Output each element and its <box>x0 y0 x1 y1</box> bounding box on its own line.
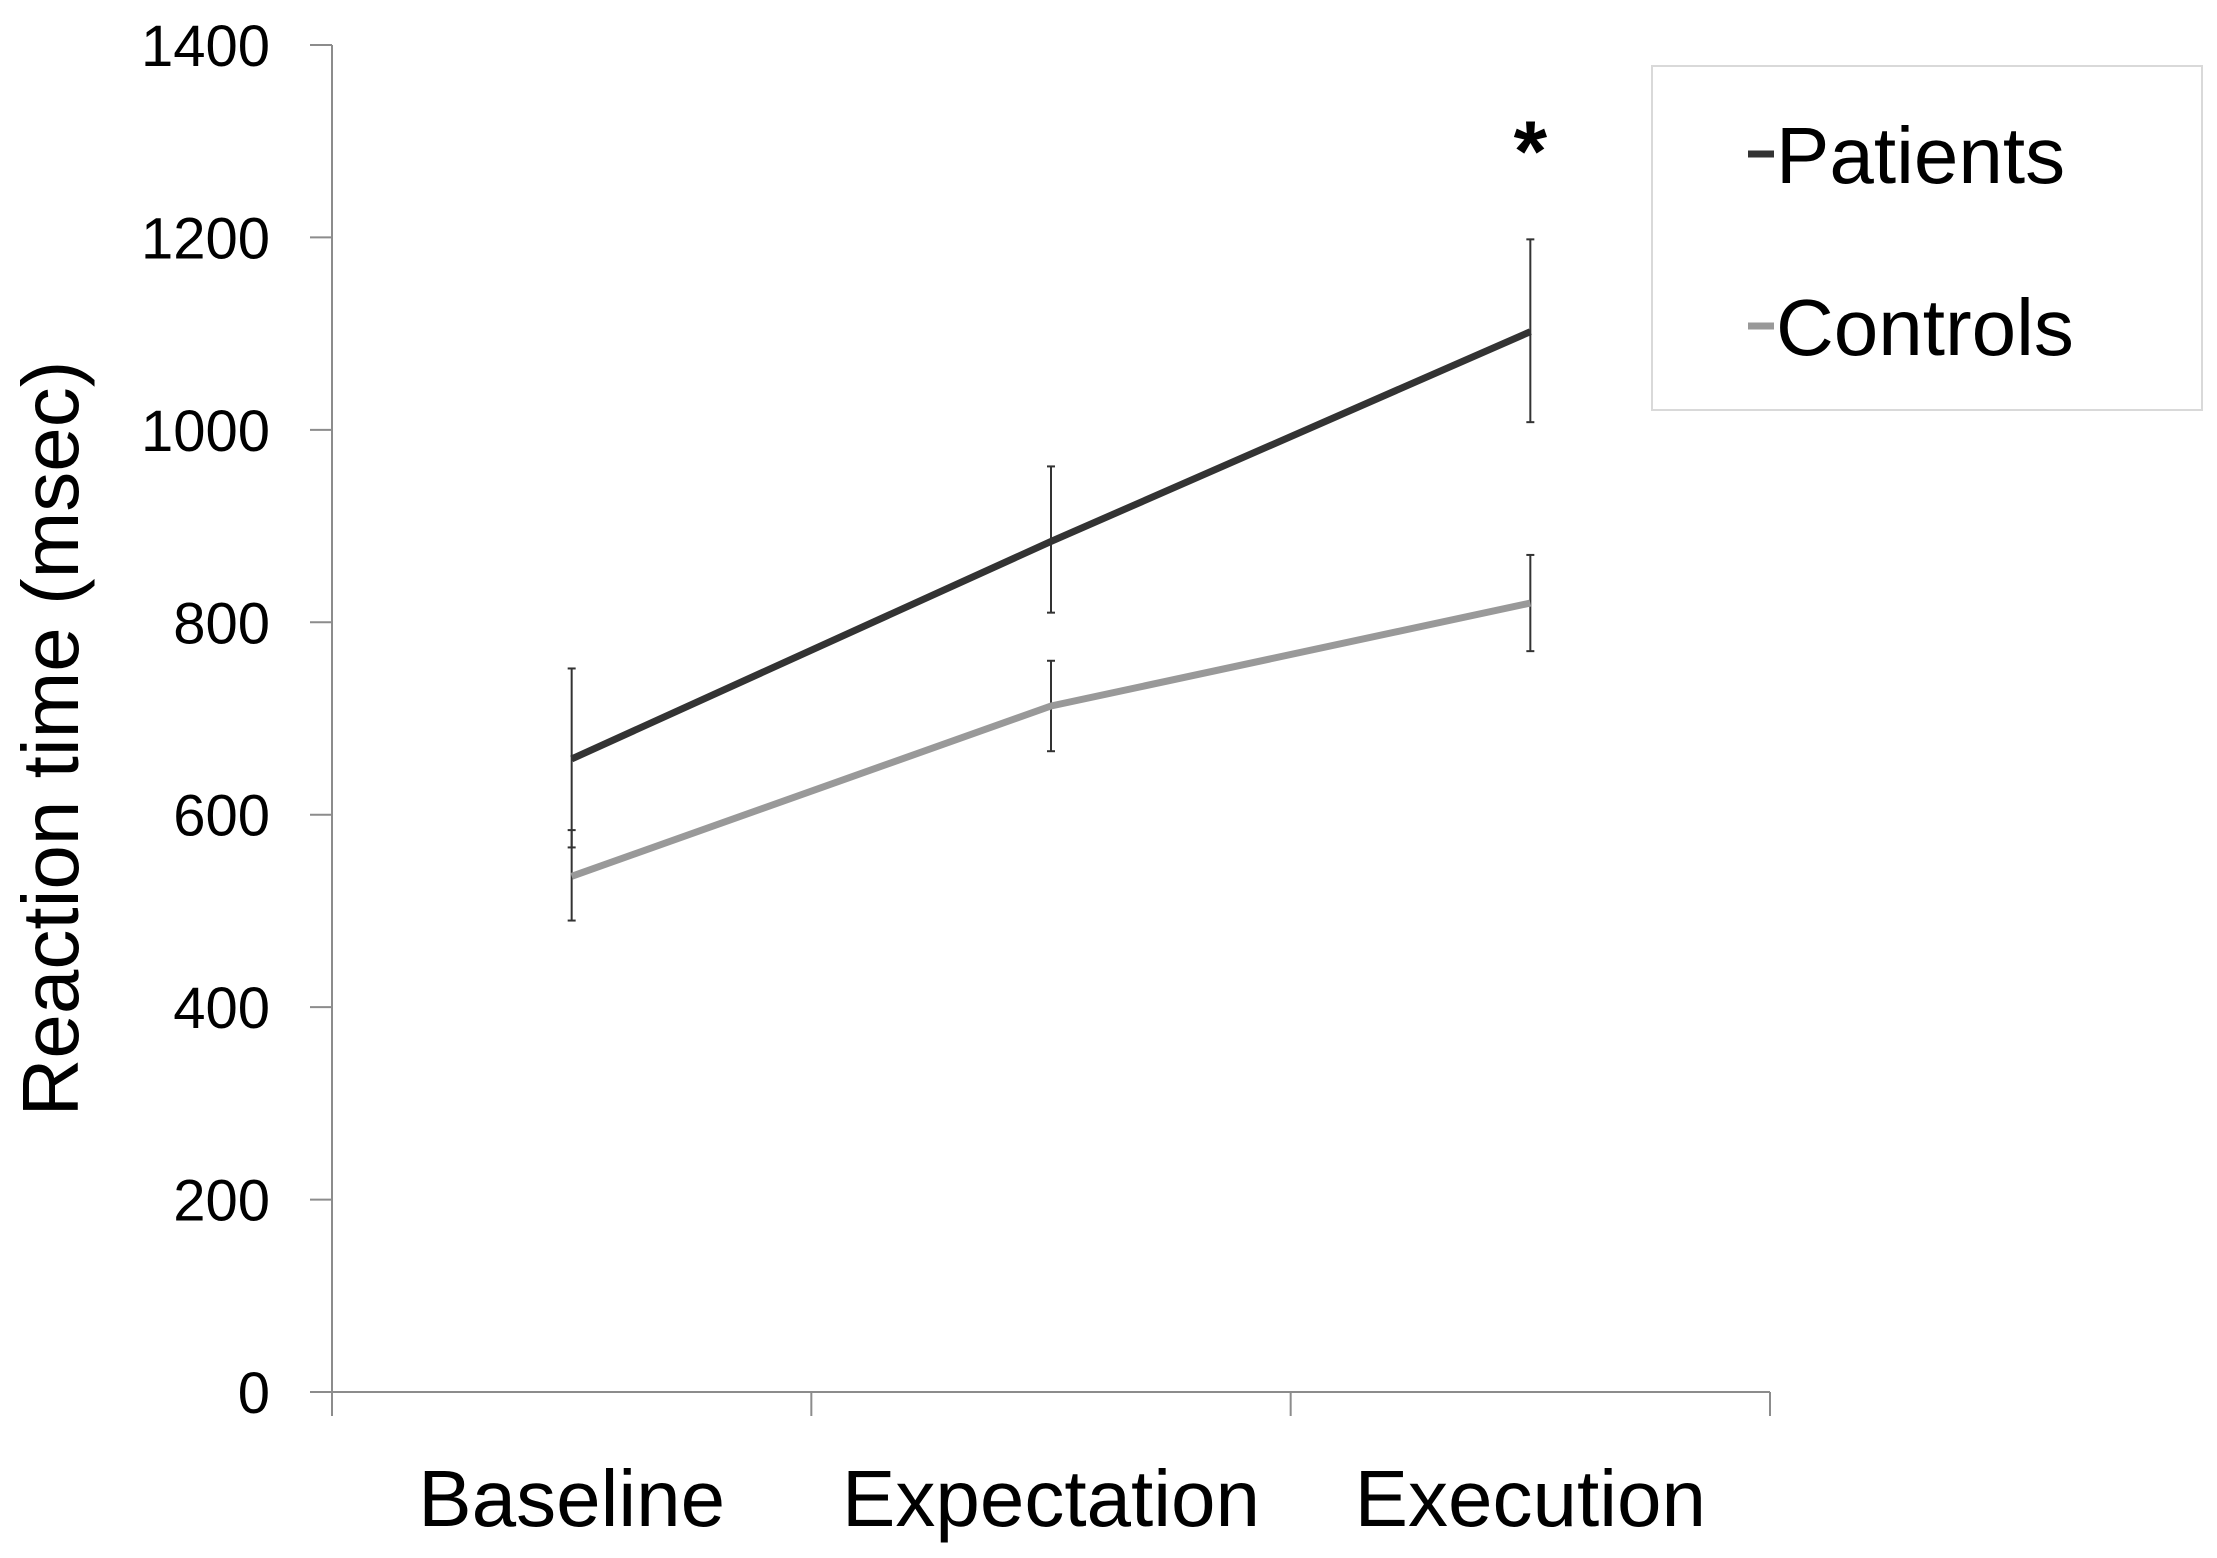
series-lines <box>570 328 1532 880</box>
y-tick-label: 400 <box>173 976 270 1041</box>
legend: Patients Controls <box>1651 65 2203 411</box>
y-tick-label: 0 <box>238 1361 270 1426</box>
series-line-controls <box>570 599 1532 880</box>
annotations: * <box>1514 104 1548 200</box>
y-axis-title: Reaction time (msec) <box>6 361 95 1117</box>
y-tick-label: 200 <box>173 1169 270 1234</box>
series-line-patients <box>570 328 1532 763</box>
legend-label-controls: Controls <box>1776 283 2074 372</box>
x-category-label: Expectation <box>842 1454 1260 1543</box>
y-tick-label: 1000 <box>141 399 270 464</box>
legend-label-patients: Patients <box>1776 111 2065 200</box>
axes: 0 200 400 600 800 1000 1200 1400 Baseline Expecta… <box>6 14 1771 1543</box>
significance-marker: * <box>1514 104 1548 200</box>
y-tick-label: 600 <box>173 784 270 849</box>
x-category-label: Baseline <box>418 1454 725 1543</box>
y-tick-label: 1200 <box>141 206 270 271</box>
error-bars <box>567 238 1535 922</box>
x-category-label: Execution <box>1355 1454 1706 1543</box>
legend-box <box>1651 65 2203 411</box>
y-tick-label: 800 <box>173 591 270 656</box>
y-tick-label: 1400 <box>141 14 270 79</box>
